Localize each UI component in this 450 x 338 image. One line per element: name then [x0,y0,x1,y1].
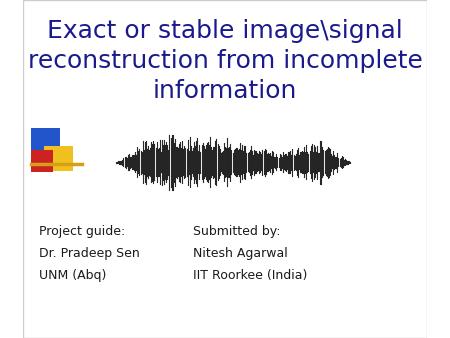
Bar [44,146,73,171]
Text: Exact or stable image\signal
reconstruction from incomplete
information: Exact or stable image\signal reconstruct… [27,19,423,102]
Text: Nitesh Agarwal: Nitesh Agarwal [193,247,288,260]
Bar [31,128,60,157]
Text: Submitted by:: Submitted by: [193,225,280,238]
Text: Dr. Pradeep Sen: Dr. Pradeep Sen [39,247,140,260]
Text: Project guide:: Project guide: [39,225,126,238]
Text: IIT Roorkee (India): IIT Roorkee (India) [193,269,307,282]
Text: UNM (Abq): UNM (Abq) [39,269,107,282]
Bar [31,150,54,172]
